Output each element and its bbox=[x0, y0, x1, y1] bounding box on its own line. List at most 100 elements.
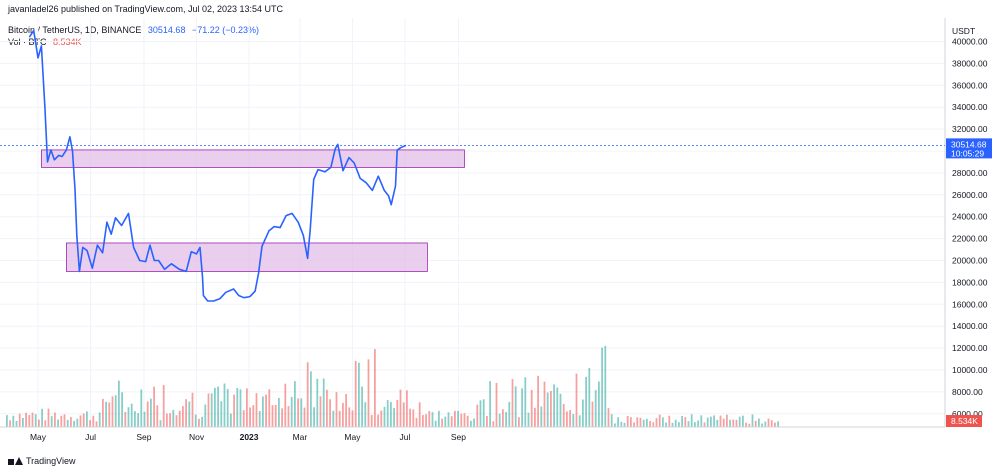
volume-bar bbox=[716, 419, 719, 427]
volume-bar bbox=[690, 414, 693, 427]
volume-bar bbox=[585, 376, 587, 427]
volume-bar bbox=[358, 362, 360, 427]
volume-bar bbox=[601, 347, 603, 427]
volume-bar bbox=[66, 419, 69, 427]
y-tick-label: 6000.00 bbox=[952, 409, 983, 419]
volume-bar bbox=[121, 392, 123, 427]
volume-bar bbox=[665, 422, 667, 427]
volume-bar bbox=[735, 419, 738, 427]
volume-bar bbox=[668, 415, 671, 427]
volume-bar bbox=[761, 423, 763, 427]
volume-bar bbox=[383, 406, 386, 427]
volume-bar bbox=[534, 407, 536, 427]
volume-bar bbox=[482, 399, 485, 427]
volume-bar bbox=[594, 390, 597, 427]
volume-bar bbox=[214, 387, 216, 427]
volume-bar bbox=[143, 411, 146, 427]
volume-bar bbox=[713, 415, 715, 427]
volume-bar bbox=[6, 415, 8, 427]
volume-bar bbox=[63, 414, 66, 427]
volume-bar bbox=[281, 408, 283, 427]
volume-bar bbox=[578, 415, 581, 427]
y-tick-label: 26000.00 bbox=[952, 190, 988, 200]
volume-bar bbox=[681, 415, 683, 427]
volume-bar bbox=[623, 422, 626, 427]
volume-bar bbox=[12, 415, 15, 427]
volume-bar bbox=[722, 418, 725, 427]
volume-bar bbox=[294, 381, 296, 427]
volume-bar bbox=[687, 421, 690, 427]
volume-bar bbox=[537, 375, 539, 427]
volume-bar bbox=[265, 394, 267, 427]
volume-bar bbox=[767, 418, 770, 427]
volume-bar bbox=[543, 381, 546, 427]
support-resistance-zone bbox=[41, 149, 465, 168]
volume-bar bbox=[364, 402, 367, 427]
volume-bar bbox=[166, 413, 168, 427]
last-price-tag bbox=[946, 138, 992, 159]
volume-bar bbox=[684, 417, 687, 427]
volume-bar bbox=[300, 398, 303, 427]
last-price-tag-countdown: 10:05:29 bbox=[951, 148, 984, 158]
tradingview-logo-icon bbox=[8, 456, 23, 466]
y-tick-label: 38000.00 bbox=[952, 58, 988, 68]
support-resistance-zone bbox=[66, 242, 428, 272]
footer: TradingView bbox=[8, 456, 76, 466]
volume-bar bbox=[748, 423, 751, 427]
volume-bar bbox=[278, 397, 280, 427]
volume-bar bbox=[150, 398, 152, 427]
volume-bar bbox=[105, 401, 107, 427]
volume-bar bbox=[738, 416, 741, 427]
volume-bar bbox=[466, 415, 469, 427]
x-tick-label: Jul bbox=[400, 432, 411, 442]
volume-bar bbox=[252, 405, 255, 427]
volume-bar bbox=[351, 410, 354, 427]
volume-bar bbox=[290, 396, 293, 427]
volume-bar bbox=[607, 408, 610, 427]
volume-bar bbox=[201, 416, 203, 427]
volume-bar bbox=[118, 380, 120, 427]
volume-bar bbox=[777, 421, 779, 427]
volume-bar bbox=[582, 399, 584, 427]
volume-bar bbox=[642, 419, 645, 427]
volume-bar bbox=[207, 393, 210, 427]
volume-bar bbox=[271, 405, 274, 427]
volume-bar bbox=[633, 422, 635, 427]
volume-bar bbox=[114, 395, 117, 427]
volume-bar bbox=[588, 368, 591, 427]
volume-bar bbox=[95, 421, 98, 427]
y-tick-label: 16000.00 bbox=[952, 299, 988, 309]
volume-bar bbox=[479, 400, 482, 427]
y-tick-label: 32000.00 bbox=[952, 124, 988, 134]
volume-bar bbox=[489, 381, 491, 427]
volume-bar bbox=[415, 418, 418, 427]
y-tick-label: 10000.00 bbox=[952, 365, 988, 375]
volume-bar bbox=[108, 402, 111, 427]
price-line-layer bbox=[28, 29, 407, 302]
volume-bars bbox=[6, 345, 779, 427]
volume-bar bbox=[521, 388, 523, 427]
volume-bar bbox=[345, 393, 347, 427]
volume-bar bbox=[159, 420, 162, 427]
y-tick-label: 20000.00 bbox=[952, 256, 988, 266]
volume-bar bbox=[246, 388, 248, 427]
volume-bar bbox=[268, 389, 271, 427]
symbol-legend[interactable]: Bitcoin / TetherUS, 1D, BINANCE 30514.68… bbox=[8, 25, 259, 35]
volume-bar bbox=[671, 422, 674, 427]
volume-bar bbox=[89, 420, 91, 427]
volume-bar bbox=[386, 400, 389, 427]
volume-bar bbox=[361, 386, 363, 427]
volume-bar bbox=[38, 419, 40, 427]
volume-bar bbox=[153, 386, 155, 427]
volume-bar bbox=[473, 418, 475, 427]
volume-bar bbox=[559, 393, 562, 427]
volume-bar bbox=[658, 414, 661, 427]
volume-bar bbox=[162, 385, 165, 427]
x-tick-label: May bbox=[30, 432, 47, 442]
volume-bar bbox=[620, 421, 623, 427]
volume-bar bbox=[172, 409, 175, 427]
volume-bar bbox=[370, 414, 373, 427]
volume-bar bbox=[678, 422, 680, 427]
volume-bar bbox=[140, 389, 143, 427]
